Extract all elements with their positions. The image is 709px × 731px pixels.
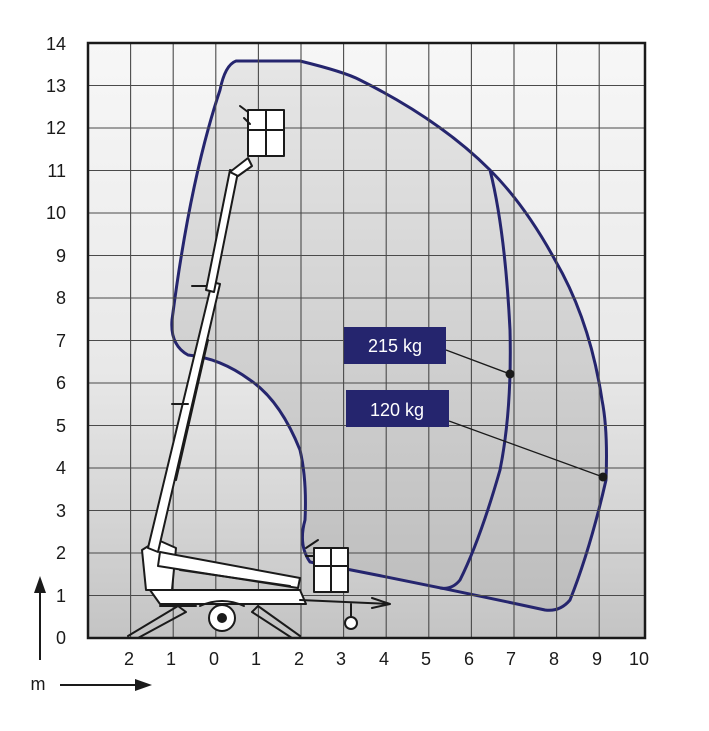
y-tick-label: 6: [56, 373, 66, 393]
load-label-215: 215 kg: [368, 336, 422, 356]
leader-line-215: [445, 349, 511, 375]
jockey-wheel: [344, 616, 358, 630]
x-tick-label: 4: [379, 649, 389, 669]
drawbar: [299, 597, 391, 609]
x-axis-tick-labels: 2 1 0 1 2 3 4 5 6 7 8 9 10: [124, 649, 649, 669]
y-tick-label: 2: [56, 543, 66, 563]
axis-arrows: [34, 576, 152, 691]
outrigger-left: [127, 605, 187, 639]
x-tick-label: 1: [166, 649, 176, 669]
up-arrow-head-icon: [34, 576, 46, 593]
aerial-platform-machine-icon: [127, 105, 391, 639]
load-annotations: 215 kg 120 kg: [344, 327, 608, 482]
y-tick-label: 12: [46, 118, 66, 138]
x-tick-label: 7: [506, 649, 516, 669]
x-tick-label: 2: [294, 649, 304, 669]
y-tick-label: 1: [56, 586, 66, 606]
label-box-215: [344, 327, 446, 364]
y-tick-label: 9: [56, 246, 66, 266]
load-point-215: [505, 369, 515, 379]
y-tick-label: 7: [56, 331, 66, 351]
y-tick-label: 10: [46, 203, 66, 223]
x-tick-label: 0: [209, 649, 219, 669]
x-tick-label: 2: [124, 649, 134, 669]
x-tick-label: 5: [421, 649, 431, 669]
label-box-120: [346, 390, 449, 427]
lower-arm: [157, 551, 301, 589]
jib: [229, 157, 253, 177]
right-arrow-head-icon: [135, 679, 152, 691]
y-tick-label: 3: [56, 501, 66, 521]
y-tick-label: 0: [56, 628, 66, 648]
leader-line-120: [448, 420, 604, 478]
x-tick-label: 1: [251, 649, 261, 669]
y-tick-label: 13: [46, 76, 66, 96]
x-tick-label: 9: [592, 649, 602, 669]
main-boom: [147, 281, 221, 553]
x-tick-label: 10: [629, 649, 649, 669]
chassis: [149, 589, 307, 605]
inner-load-curve: [439, 169, 512, 590]
y-tick-label: 4: [56, 458, 66, 478]
y-tick-label: 11: [47, 161, 66, 181]
x-tick-label: 3: [336, 649, 346, 669]
load-point-120: [598, 472, 608, 482]
y-tick-label: 8: [56, 288, 66, 308]
y-tick-label: 5: [56, 416, 66, 436]
x-tick-label: 8: [549, 649, 559, 669]
outrigger-right: [251, 605, 301, 639]
y-tick-label: 14: [46, 34, 66, 54]
unit-label: m: [31, 674, 46, 694]
x-tick-label: 6: [464, 649, 474, 669]
load-label-120: 120 kg: [370, 400, 424, 420]
plot-frame: [86, 41, 647, 640]
y-axis-tick-labels: 0 1 2 3 4 5 6 7 8 9 10 11 12 13 14: [46, 34, 66, 648]
